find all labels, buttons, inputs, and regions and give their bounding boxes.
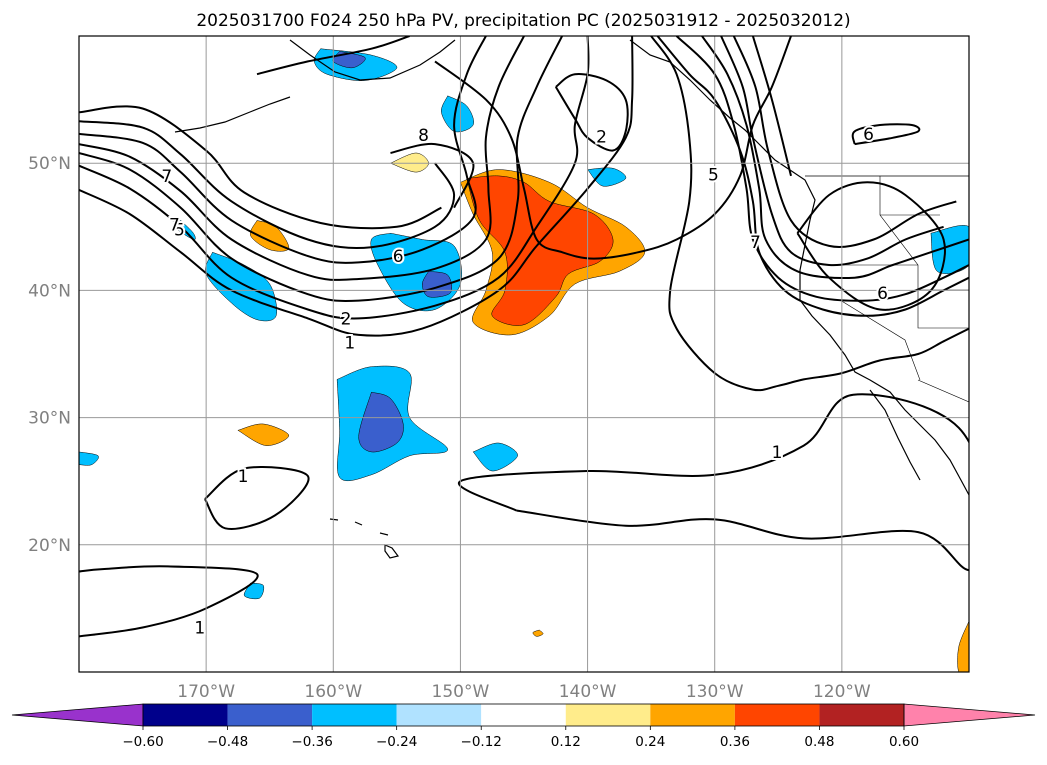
contour-label: 8 xyxy=(418,126,429,146)
x-tick-labels: 170°W 160°W 150°W 140°W 130°W 120°W xyxy=(177,682,871,702)
pv-contour-8-12 xyxy=(256,36,410,76)
precip-region-17 xyxy=(243,582,265,600)
precip-region-16 xyxy=(930,225,969,274)
pv-contour-7-10 xyxy=(79,105,442,230)
precip-region-1 xyxy=(466,175,614,326)
contour-label: 2 xyxy=(341,309,352,329)
precip-region-7 xyxy=(205,251,277,322)
pv-contour-4-7 xyxy=(79,36,525,281)
colorbar-segment xyxy=(227,704,313,726)
contour-label: 5 xyxy=(174,220,185,240)
contour-label: 1 xyxy=(772,443,783,463)
colorbar-segment xyxy=(481,704,566,726)
colorbar-frame xyxy=(142,703,905,727)
precip-region-19 xyxy=(957,621,969,672)
map-background xyxy=(79,36,969,672)
colorbar-tick-label: −0.12 xyxy=(461,734,502,750)
contour-label: 6 xyxy=(863,125,874,145)
x-tick-label: 170°W xyxy=(177,682,235,702)
colorbar-tick-label: −0.48 xyxy=(207,734,248,750)
colorbar-tick-label: −0.24 xyxy=(376,734,417,750)
pv-contour-6-22 xyxy=(796,181,946,311)
y-tick-labels: 50°N 40°N 30°N 20°N xyxy=(28,154,71,556)
pv-contour-8-11 xyxy=(390,142,475,209)
pv-contour-2-14 xyxy=(656,36,969,317)
contour-label: 7 xyxy=(161,167,172,187)
contour-label: 5 xyxy=(708,166,719,186)
colorbar-segment xyxy=(396,704,482,726)
pv-contour-6-9 xyxy=(79,120,456,249)
pv-contour-1-3 xyxy=(79,36,634,337)
contour-label: 7 xyxy=(169,215,180,235)
precip-region-4 xyxy=(237,423,290,446)
colorbar-tick-label: 0.24 xyxy=(635,734,665,750)
precipitation-layer xyxy=(79,48,969,672)
colorbar-segment xyxy=(565,704,651,726)
pv-contour-1-4 xyxy=(650,36,969,392)
pv-contour-5-8 xyxy=(79,36,487,264)
pv-contour-1-0 xyxy=(79,565,259,638)
x-tick-label: 160°W xyxy=(304,682,362,702)
map-layer: 1 1 1 1 2 2 5 5 6 6 6 7 7 7 8 xyxy=(79,36,969,672)
colorbar-tick-label: −0.60 xyxy=(122,734,163,750)
colorbar-extend-low xyxy=(11,703,144,727)
contour-label: 1 xyxy=(238,467,249,487)
contour-label: 6 xyxy=(877,284,888,304)
colorbar-tick-label: 0.48 xyxy=(804,734,834,750)
x-tick-label: 130°W xyxy=(686,682,744,702)
colorbar-tick-label: 0.36 xyxy=(720,734,750,750)
pv-contour-2-20 xyxy=(554,72,629,152)
colorbar-extend-high xyxy=(903,703,1036,727)
colorbar-tick-label: 0.60 xyxy=(889,734,919,750)
y-tick-label: 20°N xyxy=(28,536,71,556)
precip-region-11 xyxy=(472,442,518,472)
pv-contour-4-16 xyxy=(701,36,969,280)
x-tick-label: 120°W xyxy=(813,682,871,702)
colorbar-segment xyxy=(819,704,904,726)
colorbar: −0.60 −0.48 −0.36 −0.24 −0.12 0.12 0.24 0.36 0.4… xyxy=(11,703,1036,750)
y-tick-label: 50°N xyxy=(28,154,71,174)
colorbar-segment xyxy=(143,704,228,726)
precip-region-10 xyxy=(358,391,404,453)
colorbar-segment xyxy=(312,704,397,726)
chart-title: 2025031700 F024 250 hPa PV, precipitatio… xyxy=(196,11,850,31)
map-frame xyxy=(78,35,970,673)
pv-contour-5-17 xyxy=(720,36,944,267)
coastline-hawaii xyxy=(329,518,400,559)
grid-layer xyxy=(79,36,969,672)
pv-contour-6-21 xyxy=(851,123,921,146)
contour-label: 1 xyxy=(344,334,355,354)
colorbar-segment xyxy=(734,704,820,726)
contour-label: 2 xyxy=(596,127,607,147)
pv-contour-1-1 xyxy=(204,466,310,530)
x-tick-label: 150°W xyxy=(432,682,490,702)
coastline-alaska xyxy=(289,39,456,81)
pv-contour-7-19 xyxy=(751,36,792,177)
pv-contour-6-18 xyxy=(732,36,957,248)
precip-region-14 xyxy=(441,95,474,133)
contour-label: 7 xyxy=(750,233,761,253)
coastline-baja xyxy=(869,389,921,481)
colorbar-tick-label: −0.36 xyxy=(291,734,332,750)
pv-contour-2-5 xyxy=(79,36,590,320)
y-tick-label: 40°N xyxy=(28,281,71,301)
colorbar-segment xyxy=(650,704,735,726)
contour-label: 1 xyxy=(194,618,205,638)
precip-region-18 xyxy=(79,451,99,466)
x-tick-label: 140°W xyxy=(559,682,617,702)
coastline-aleutians xyxy=(174,96,291,133)
pv-contour-3-6 xyxy=(79,36,563,303)
contour-label: 6 xyxy=(393,247,404,267)
contour-label-layer: 1 1 1 1 2 2 5 5 6 6 6 7 7 7 8 xyxy=(159,123,890,641)
y-tick-label: 30°N xyxy=(28,409,71,429)
precip-region-20 xyxy=(532,629,544,637)
colorbar-tick-label: 0.12 xyxy=(551,734,581,750)
